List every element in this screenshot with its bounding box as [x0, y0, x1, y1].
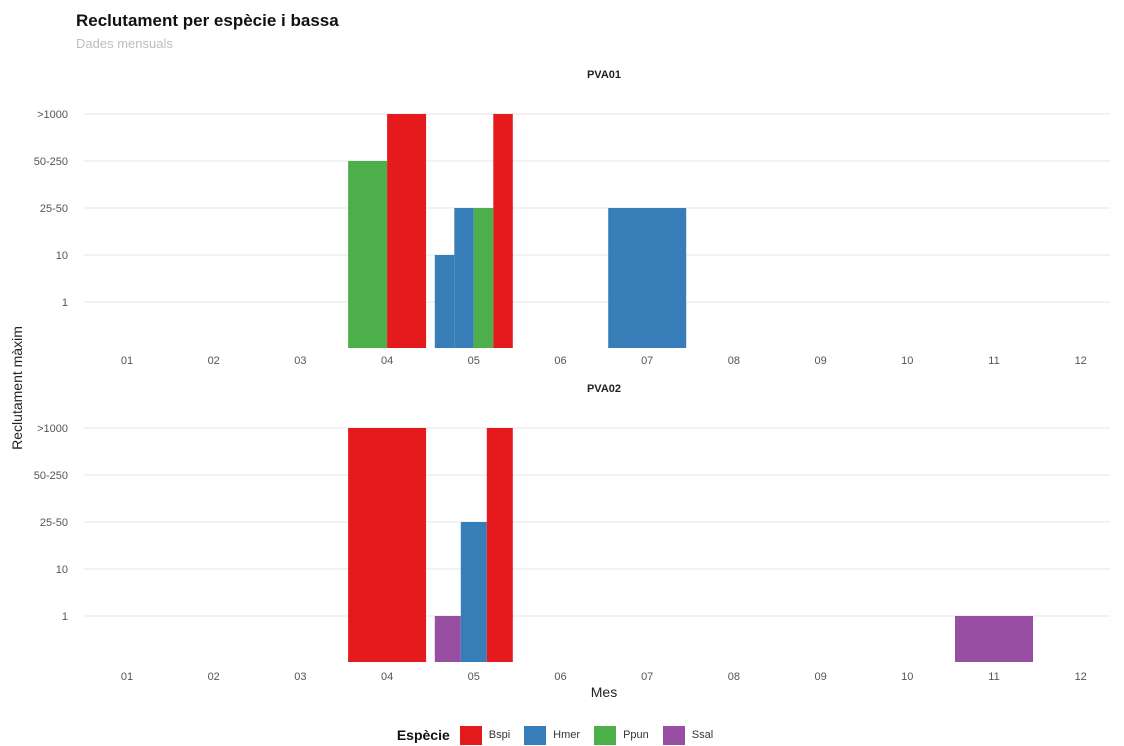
- x-tick-label: 05: [468, 671, 480, 683]
- x-tick-label: 01: [121, 355, 133, 367]
- y-tick-label: >1000: [37, 109, 68, 121]
- x-tick-label: 04: [381, 355, 393, 367]
- legend-swatch-ssal: [662, 725, 685, 745]
- x-tick-label: 10: [901, 355, 913, 367]
- x-tick-label: 11: [988, 355, 999, 367]
- x-tick-label: 01: [121, 671, 133, 683]
- legend-swatch-hmer: [524, 725, 547, 745]
- x-tick-label: 09: [814, 671, 826, 683]
- x-tick-label: 03: [294, 355, 306, 367]
- legend-item-ppun: Ppun: [594, 725, 649, 745]
- x-tick-label: 12: [1075, 355, 1087, 367]
- bar-bspi: [486, 428, 513, 662]
- y-tick-label: 25-50: [40, 203, 68, 215]
- y-tick-label: 10: [56, 564, 68, 576]
- y-tick-label: 1: [62, 297, 68, 309]
- facet-label: PVA01: [587, 69, 621, 81]
- y-tick-label: >1000: [37, 423, 68, 435]
- legend-item-bspi: Bspi: [459, 725, 511, 745]
- x-tick-label: 06: [554, 671, 566, 683]
- x-tick-label: 08: [728, 671, 740, 683]
- bar-ssal: [955, 616, 1033, 662]
- legend-label-ppun: Ppun: [623, 729, 649, 741]
- bar-ssal: [434, 616, 461, 662]
- bar-hmer: [454, 208, 474, 348]
- x-tick-label: 04: [381, 671, 393, 683]
- x-axis-title: Mes: [591, 684, 617, 700]
- x-tick-label: 10: [901, 671, 913, 683]
- x-tick-label: 09: [814, 355, 826, 367]
- legend-swatch-bspi: [459, 725, 482, 745]
- x-tick-label: 06: [554, 355, 566, 367]
- bar-bspi: [348, 428, 427, 662]
- legend-item-ssal: Ssal: [662, 725, 714, 745]
- facet-panel-pva02: PVA02 1 10 25-50 50-250 >1000 01 02 03 04 05 06 07 08…: [34, 383, 1110, 683]
- x-tick-label: 02: [208, 355, 220, 367]
- bar-hmer: [608, 208, 687, 348]
- chart-title: Reclutament per espècie i bassa: [76, 11, 339, 30]
- legend-title: Espècie: [396, 727, 450, 743]
- y-tick-label: 50-250: [34, 156, 68, 168]
- bar-hmer: [460, 522, 487, 662]
- y-axis-title: Reclutament màxim: [9, 326, 25, 450]
- legend-swatch-ppun: [594, 725, 617, 745]
- chart-subtitle: Dades mensuals: [76, 36, 173, 51]
- faceted-bar-chart: PVA01 1 10 25-50 50-250 >1000 01 02 03 04 05 06 07 08…: [9, 69, 1110, 700]
- x-tick-label: 12: [1075, 671, 1087, 683]
- legend-label-bspi: Bspi: [488, 729, 511, 741]
- x-tick-label: 02: [208, 671, 220, 683]
- legend-item-hmer: Hmer: [524, 725, 581, 745]
- x-tick-label: 05: [468, 355, 480, 367]
- y-tick-label: 1: [62, 611, 68, 623]
- bar-bspi: [387, 114, 427, 348]
- y-tick-label: 50-250: [34, 470, 68, 482]
- legend-label-hmer: Hmer: [553, 729, 581, 741]
- y-tick-label: 25-50: [40, 517, 68, 529]
- y-tick-label: 10: [56, 250, 68, 262]
- legend-label-ssal: Ssal: [691, 729, 714, 741]
- x-tick-label: 11: [988, 671, 999, 683]
- x-tick-label: 03: [294, 671, 306, 683]
- x-tick-label: 07: [641, 671, 653, 683]
- facet-label: PVA02: [587, 383, 621, 395]
- legend: Espècie Bspi Hmer Ppun Ssal: [0, 724, 1124, 746]
- x-tick-label: 07: [641, 355, 653, 367]
- bar-ppun: [348, 161, 388, 348]
- bar-hmer: [434, 255, 455, 348]
- bar-ppun: [473, 208, 494, 348]
- bar-bspi: [493, 114, 513, 348]
- x-tick-label: 08: [728, 355, 740, 367]
- facet-panel-pva01: PVA01 1 10 25-50 50-250 >1000 01 02 03 04 05 06 07 08…: [34, 69, 1110, 367]
